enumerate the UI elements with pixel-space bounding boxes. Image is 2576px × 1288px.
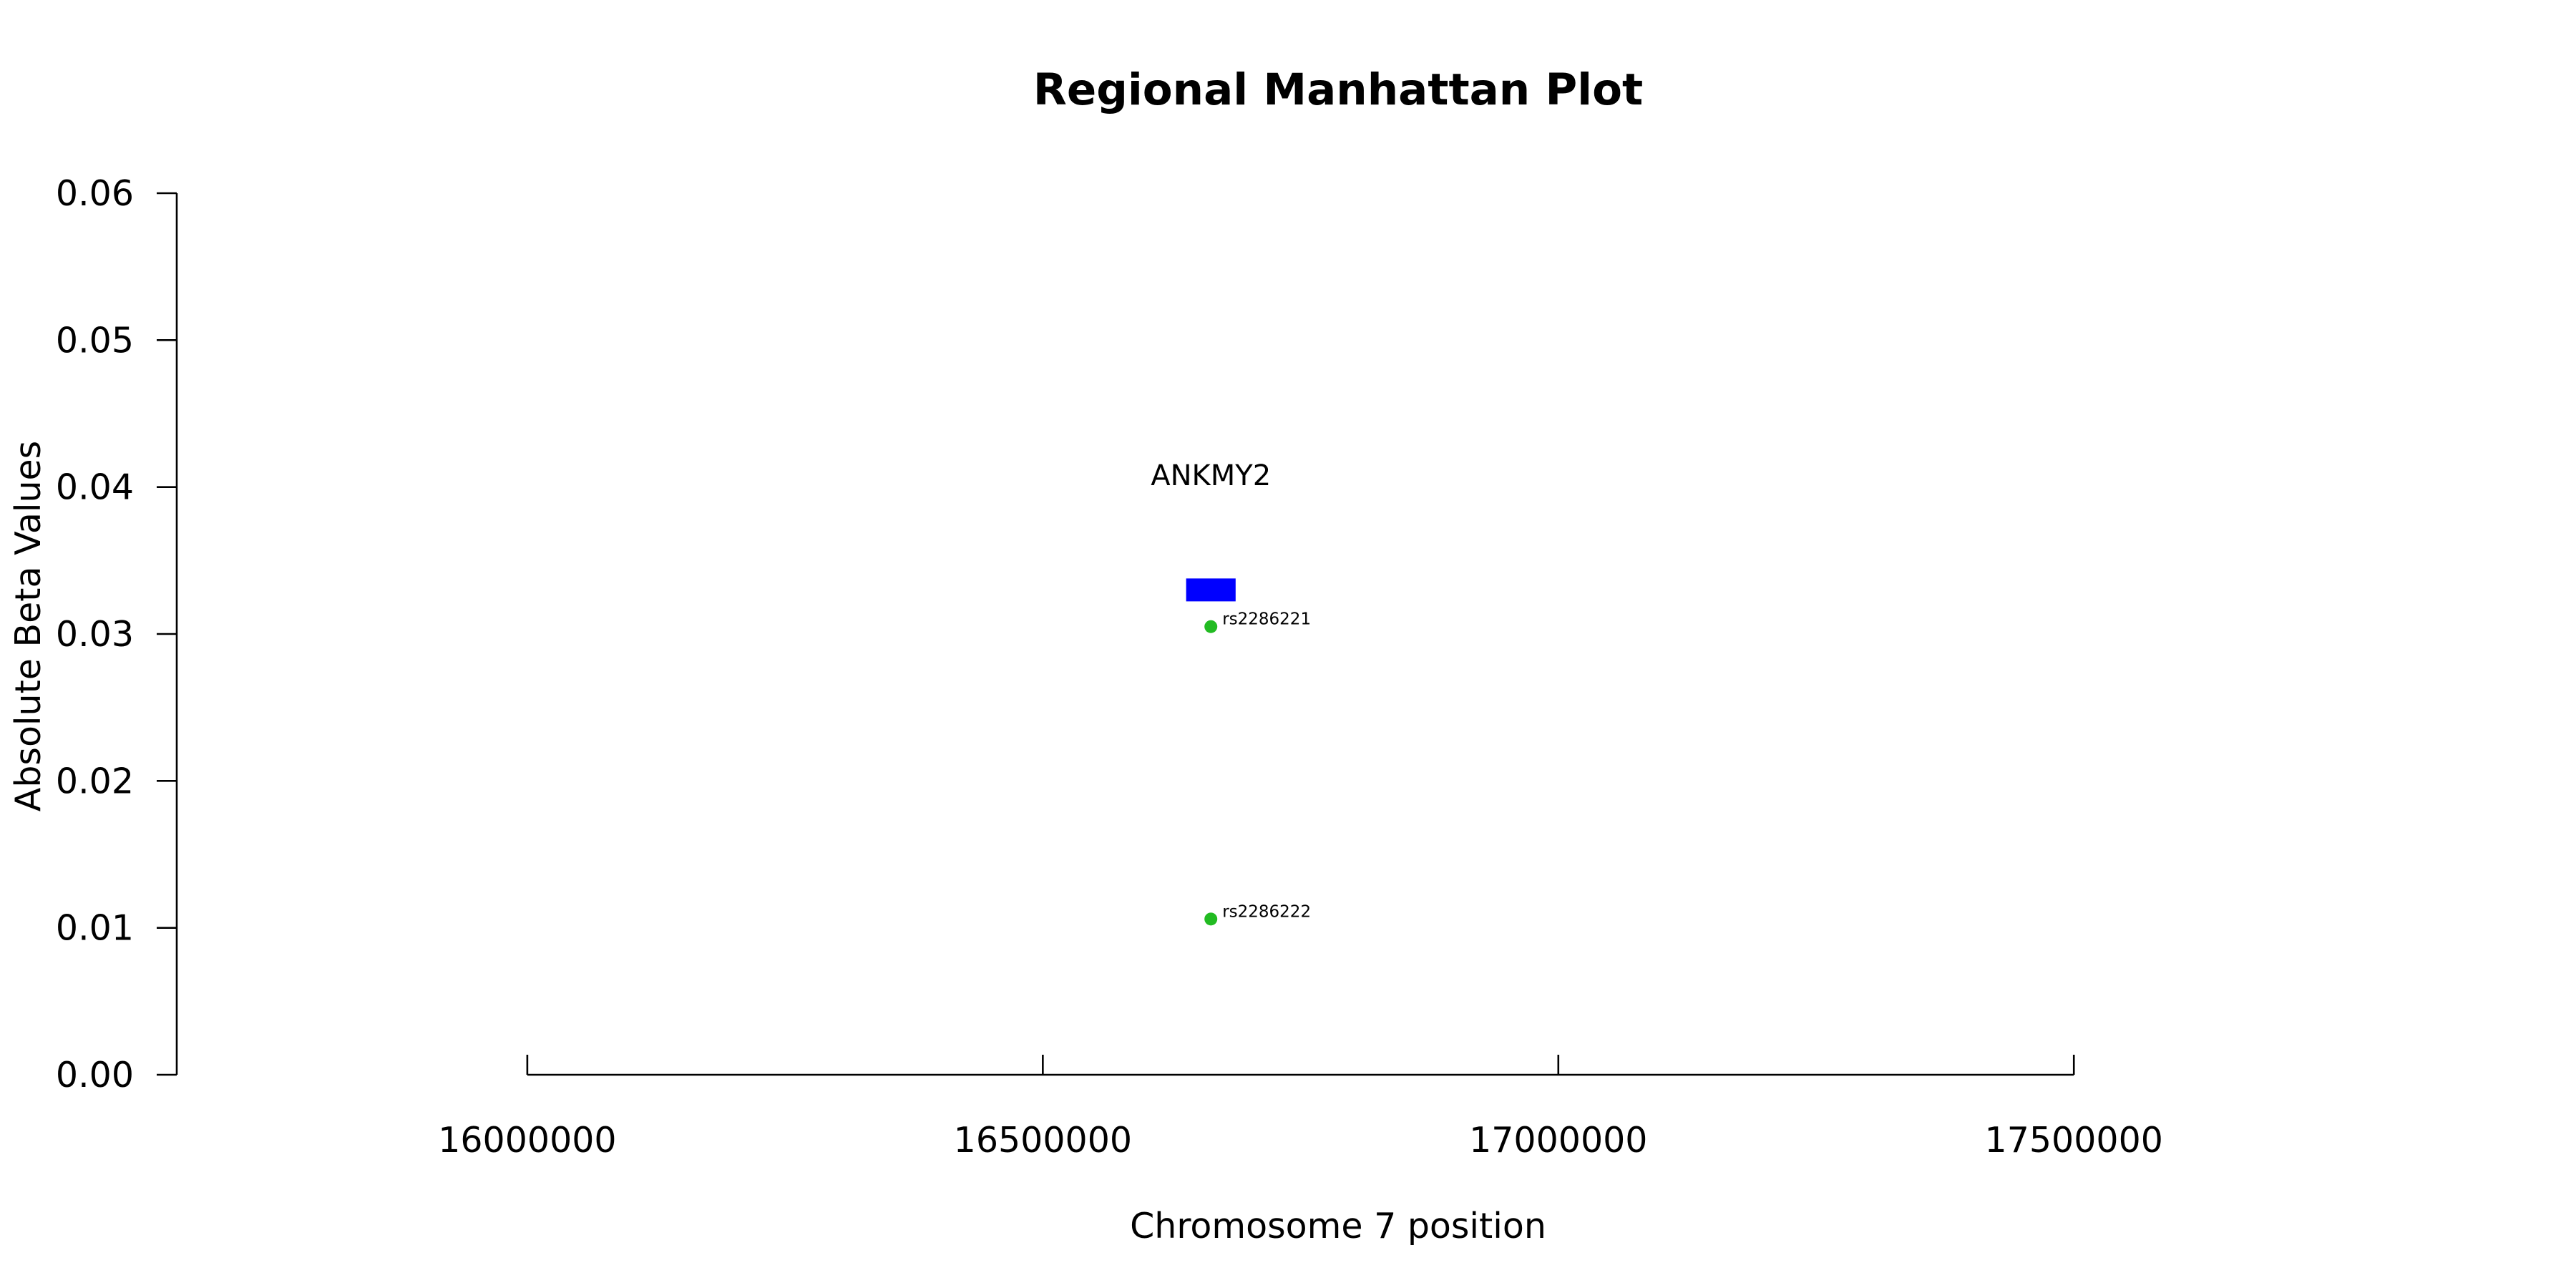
snp-point [1204,620,1218,633]
snp-point [1204,912,1218,926]
snp-label: rs2286221 [1222,610,1311,629]
gene-label: ANKMY2 [1151,459,1271,492]
y-tick-label: 0.00 [56,1055,134,1096]
y-tick-label: 0.02 [56,761,134,801]
y-tick-label: 0.06 [56,173,134,214]
x-tick-label: 16000000 [438,1120,616,1161]
gene-bar [1186,578,1236,602]
y-axis-title: Absolute Beta Values [8,441,49,811]
y-tick-label: 0.04 [56,467,134,508]
y-axis-ticks: 0.00 0.01 0.02 0.03 0.04 0.05 0.06 [56,173,177,1096]
x-tick-label: 17000000 [1469,1120,1647,1161]
snp-label: rs2286222 [1222,902,1311,921]
y-tick-label: 0.05 [56,320,134,361]
x-tick-label: 17500000 [1985,1120,2163,1161]
snp-points: rs2286221 rs2286222 [1204,610,1311,926]
y-tick-label: 0.03 [56,614,134,655]
chart-title: Regional Manhattan Plot [1033,64,1643,115]
x-axis-ticks: 16000000 16500000 17000000 17500000 [438,1055,2163,1161]
x-tick-label: 16500000 [954,1120,1132,1161]
gene-track: ANKMY2 [1151,459,1271,602]
x-axis-title: Chromosome 7 position [1130,1206,1546,1246]
y-tick-label: 0.01 [56,908,134,949]
